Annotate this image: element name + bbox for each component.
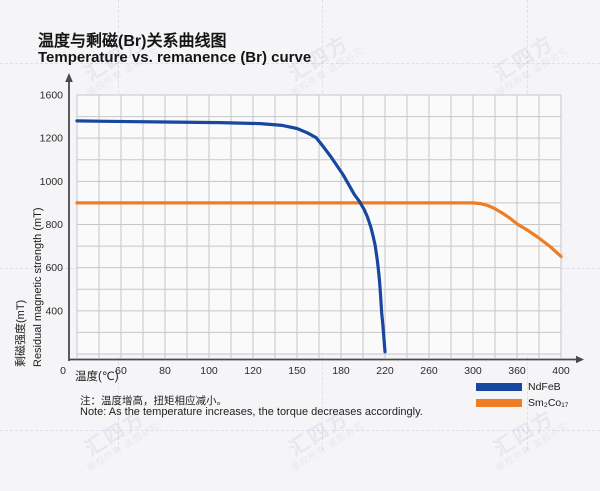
sm2co17-curve (75, 201, 563, 258)
ndfeb-color-swatch (476, 383, 522, 391)
x-tick-label: 0 (60, 365, 66, 377)
y-tick-label: 1200 (40, 133, 64, 145)
y-axis-title: 剩磁强度(mT) Residual magnetic strength (mT) (13, 67, 49, 367)
y-axis-title-en: Residual magnetic strength (mT) (32, 207, 44, 367)
page-guide-line (0, 430, 600, 431)
y-axis-arrow-icon (65, 73, 73, 82)
ndfeb-curve (75, 119, 387, 354)
y-tick-label: 600 (45, 262, 63, 274)
x-tick-label: 260 (420, 365, 438, 377)
y-tick-label: 1600 (40, 90, 64, 102)
legend-label-ndfeb: NdFeB (528, 381, 561, 393)
x-axis-arrow-icon (576, 355, 584, 364)
x-tick-label: 80 (159, 365, 171, 377)
y-tick-label: 400 (45, 305, 63, 317)
note-zh: 注：温度增高，扭矩相应减小。 (80, 395, 227, 407)
x-tick-label: 400 (552, 365, 570, 377)
x-tick-label: 60 (115, 365, 127, 377)
x-tick-label: 100 (200, 365, 218, 377)
x-tick-label: 120 (244, 365, 262, 377)
y-tick-label: 1000 (40, 176, 64, 188)
chart-legend: NdFeB Sm₂Co₁₇ (476, 381, 568, 409)
legend-label-sm2co17: Sm₂Co₁₇ (528, 397, 569, 409)
legend-item-sm2co17: Sm₂Co₁₇ (476, 397, 568, 409)
x-axis-title: 温度(℃) (75, 371, 119, 383)
page-title-zh: 温度与剩磁(Br)关系曲线图 (38, 33, 227, 50)
x-tick-label: 220 (376, 365, 394, 377)
note-en: Note: As the temperature increases, the … (80, 406, 423, 418)
page-guide-line (0, 63, 600, 64)
x-tick-label: 360 (508, 365, 526, 377)
sm2co17-color-swatch (476, 399, 522, 407)
x-tick-label: 180 (332, 365, 350, 377)
y-tick-label: 800 (45, 219, 63, 231)
x-tick-label: 150 (288, 365, 306, 377)
line-chart: 0 60 80 100 120 150 180 220 260 300 360 400 400 600 80… (40, 73, 584, 377)
y-axis-title-zh: 剩磁强度(mT) (15, 299, 27, 367)
x-tick-label: 300 (464, 365, 482, 377)
legend-item-ndfeb: NdFeB (476, 381, 568, 393)
page-title-en: Temperature vs. remanence (Br) curve (38, 49, 312, 66)
